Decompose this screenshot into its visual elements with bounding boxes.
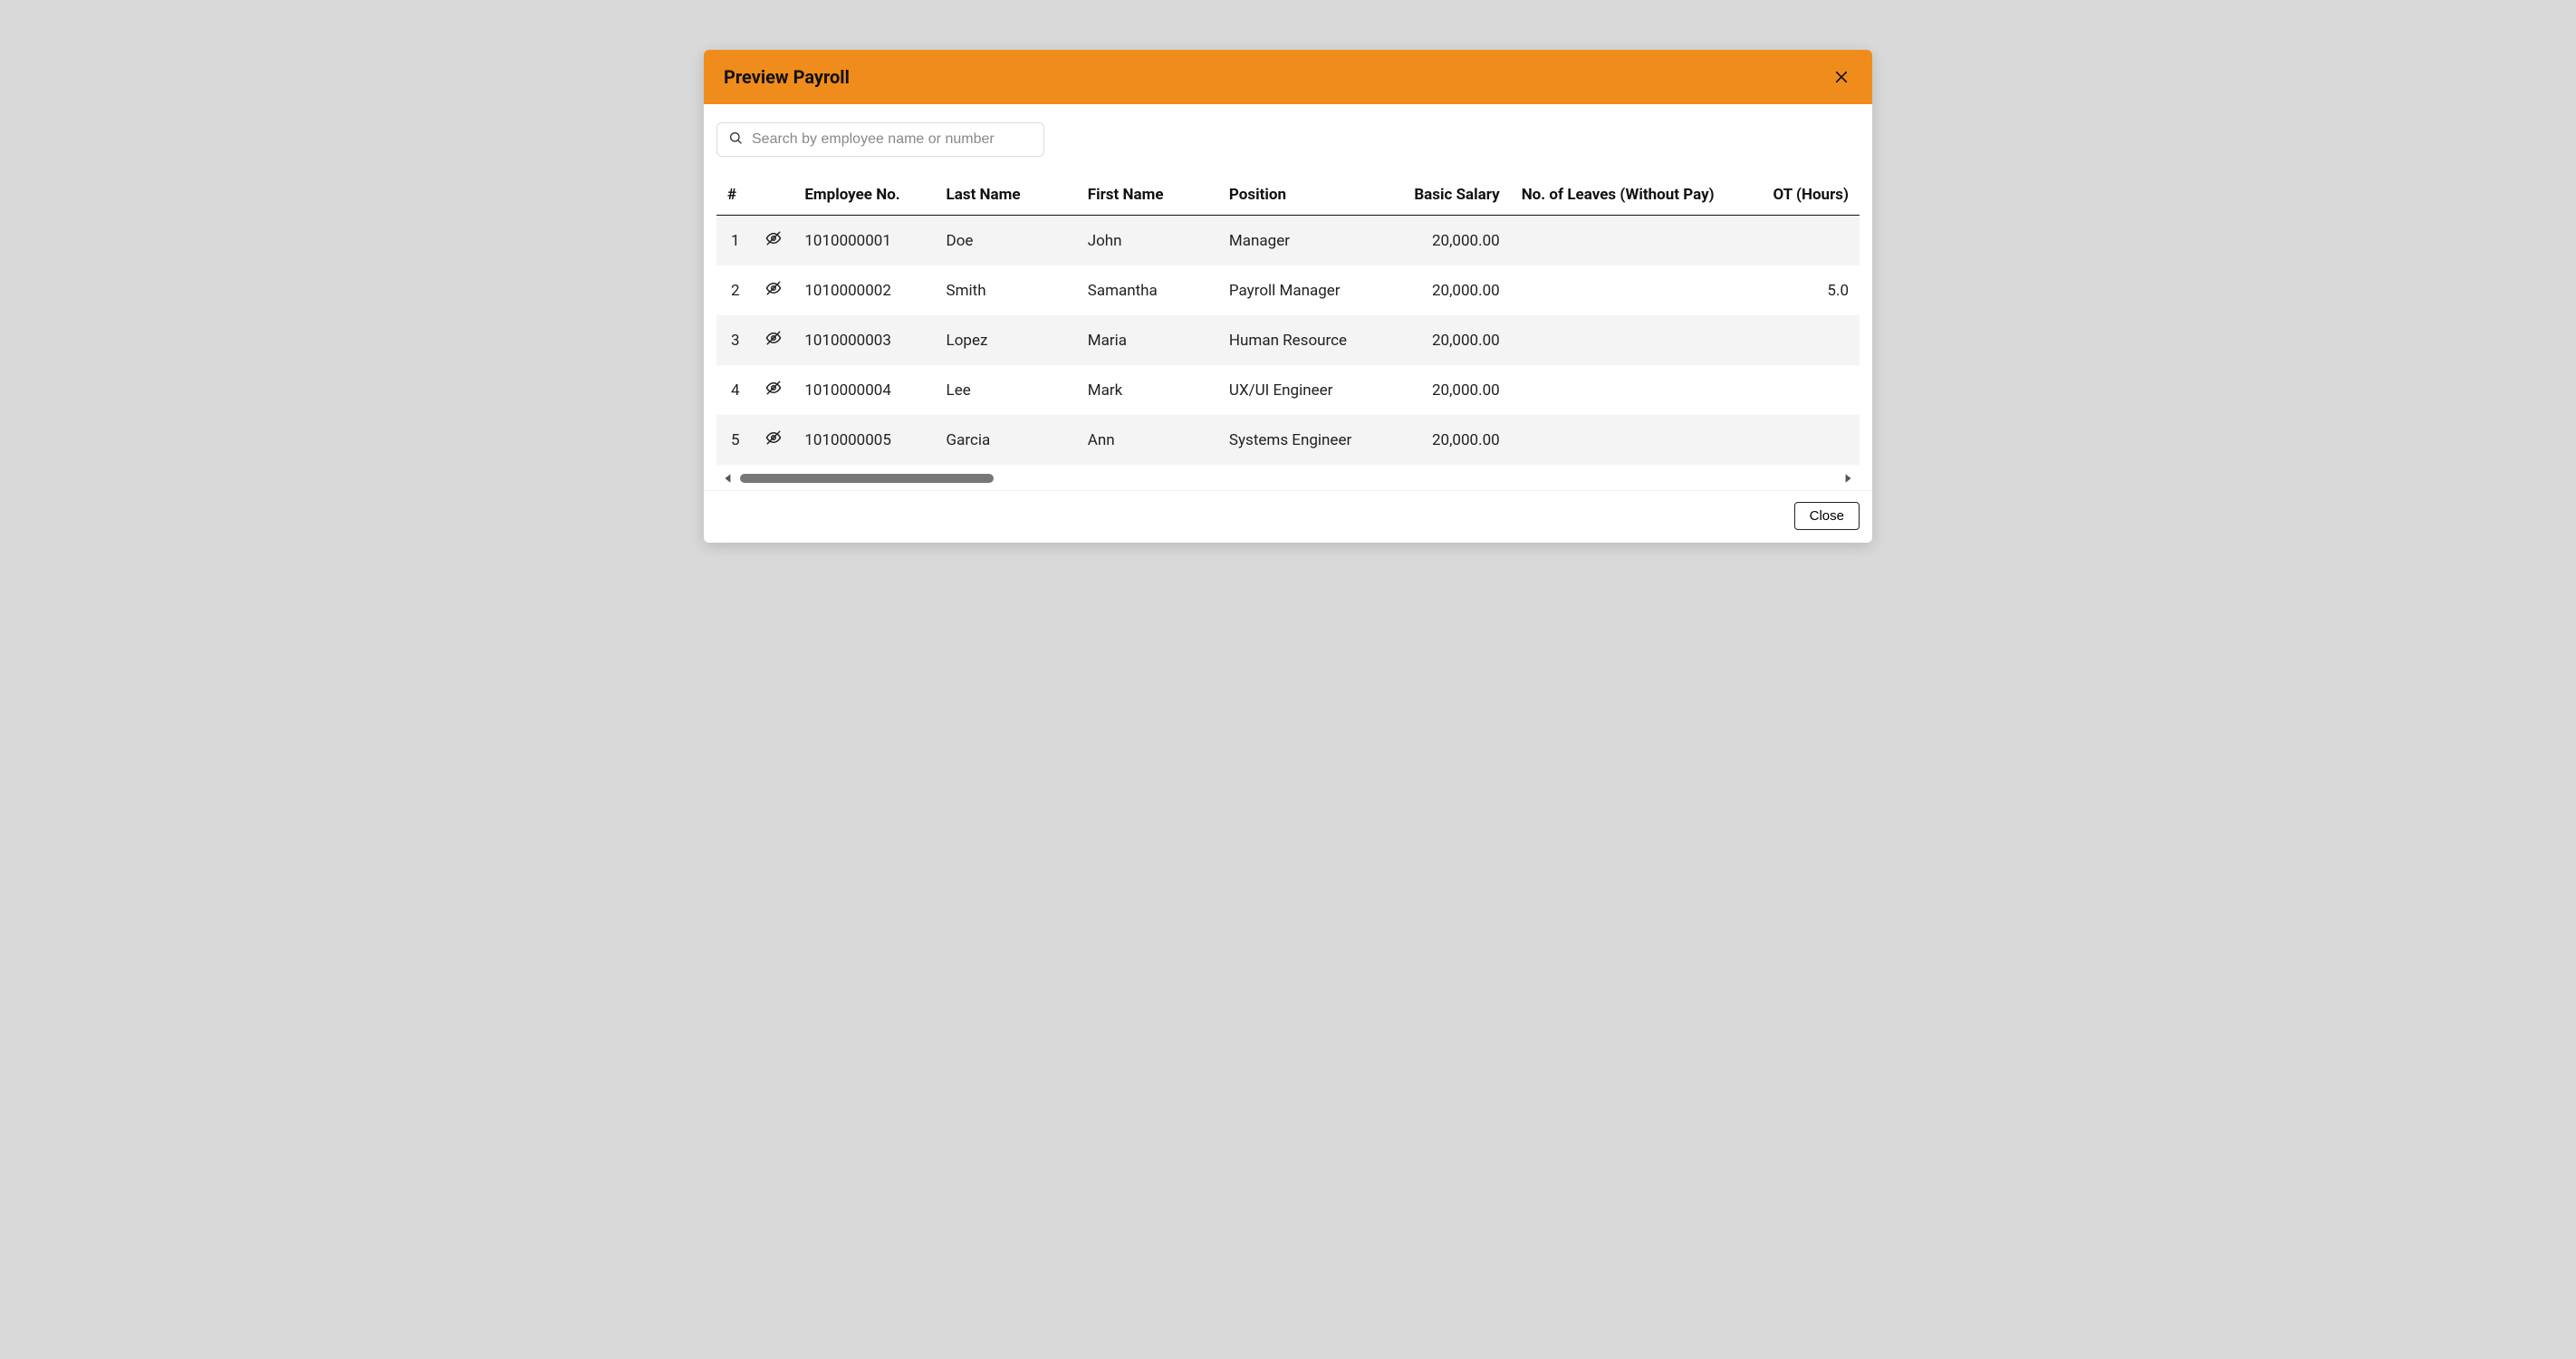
cell-ot — [1746, 216, 1860, 266]
eye-off-icon — [765, 382, 782, 400]
cell-salary: 20,000.00 — [1398, 265, 1511, 315]
scroll-track[interactable] — [740, 474, 1836, 483]
cell-last-name: Doe — [936, 216, 1077, 266]
cell-first-name: Ann — [1077, 415, 1218, 465]
visibility-toggle[interactable] — [755, 315, 794, 365]
cell-last-name: Lee — [936, 365, 1077, 415]
cell-position: UX/UI Engineer — [1218, 365, 1398, 415]
cell-emp-no: 1010000002 — [793, 265, 935, 315]
col-header-leaves: No. of Leaves (Without Pay) — [1511, 177, 1746, 216]
cell-ot — [1746, 315, 1860, 365]
col-header-first-name: First Name — [1077, 177, 1218, 216]
eye-off-icon — [765, 233, 782, 251]
cell-position: Human Resource — [1218, 315, 1398, 365]
cell-last-name: Smith — [936, 265, 1077, 315]
search-box[interactable] — [716, 122, 1044, 157]
close-icon[interactable] — [1831, 66, 1852, 88]
cell-first-name: Maria — [1077, 315, 1218, 365]
table-row: 3 1010000003LopezMariaHuman Resource20,00… — [716, 315, 1860, 365]
table-row: 1 1010000001DoeJohnManager20,000.00 — [716, 216, 1860, 266]
table-row: 4 1010000004LeeMarkUX/UI Engineer20,000.0… — [716, 365, 1860, 415]
visibility-toggle[interactable] — [755, 265, 794, 315]
cell-salary: 20,000.00 — [1398, 415, 1511, 465]
cell-first-name: Samantha — [1077, 265, 1218, 315]
cell-emp-no: 1010000005 — [793, 415, 935, 465]
col-header-salary: Basic Salary — [1398, 177, 1511, 216]
table-row: 2 1010000002SmithSamanthaPayroll Manager2… — [716, 265, 1860, 315]
cell-index: 3 — [716, 315, 755, 365]
cell-index: 5 — [716, 415, 755, 465]
modal-header: Preview Payroll — [704, 50, 1872, 104]
col-header-position: Position — [1218, 177, 1398, 216]
search-input[interactable] — [752, 131, 1033, 148]
col-header-visibility — [755, 177, 794, 216]
col-header-emp-no: Employee No. — [793, 177, 935, 216]
visibility-toggle[interactable] — [755, 365, 794, 415]
cell-index: 2 — [716, 265, 755, 315]
scroll-left-icon[interactable] — [722, 472, 735, 485]
cell-index: 1 — [716, 216, 755, 266]
cell-index: 4 — [716, 365, 755, 415]
scroll-right-icon[interactable] — [1841, 472, 1854, 485]
modal-title: Preview Payroll — [724, 66, 850, 88]
cell-last-name: Lopez — [936, 315, 1077, 365]
col-header-index: # — [716, 177, 755, 216]
cell-salary: 20,000.00 — [1398, 315, 1511, 365]
payroll-preview-modal: Preview Payroll # Employee No. Last — [704, 50, 1872, 543]
visibility-toggle[interactable] — [755, 216, 794, 266]
cell-emp-no: 1010000004 — [793, 365, 935, 415]
cell-ot — [1746, 365, 1860, 415]
cell-position: Systems Engineer — [1218, 415, 1398, 465]
search-icon — [728, 130, 743, 149]
cell-leaves — [1511, 265, 1746, 315]
modal-body: # Employee No. Last Name First Name Posi… — [704, 104, 1872, 490]
eye-off-icon — [765, 333, 782, 351]
cell-last-name: Garcia — [936, 415, 1077, 465]
cell-ot — [1746, 415, 1860, 465]
visibility-toggle[interactable] — [755, 415, 794, 465]
cell-first-name: Mark — [1077, 365, 1218, 415]
table-header-row: # Employee No. Last Name First Name Posi… — [716, 177, 1860, 216]
scroll-thumb[interactable] — [740, 474, 994, 483]
eye-off-icon — [765, 432, 782, 450]
cell-emp-no: 1010000003 — [793, 315, 935, 365]
eye-off-icon — [765, 283, 782, 301]
cell-salary: 20,000.00 — [1398, 365, 1511, 415]
horizontal-scrollbar[interactable] — [716, 465, 1860, 490]
cell-leaves — [1511, 365, 1746, 415]
modal-footer: Close — [704, 491, 1872, 543]
cell-position: Manager — [1218, 216, 1398, 266]
cell-leaves — [1511, 315, 1746, 365]
cell-first-name: John — [1077, 216, 1218, 266]
cell-position: Payroll Manager — [1218, 265, 1398, 315]
cell-salary: 20,000.00 — [1398, 216, 1511, 266]
cell-ot: 5.0 — [1746, 265, 1860, 315]
cell-leaves — [1511, 216, 1746, 266]
cell-leaves — [1511, 415, 1746, 465]
col-header-last-name: Last Name — [936, 177, 1077, 216]
payroll-table: # Employee No. Last Name First Name Posi… — [716, 177, 1860, 465]
close-button[interactable]: Close — [1794, 502, 1860, 530]
col-header-ot: OT (Hours) — [1746, 177, 1860, 216]
table-row: 5 1010000005GarciaAnnSystems Engineer20,0… — [716, 415, 1860, 465]
cell-emp-no: 1010000001 — [793, 216, 935, 266]
